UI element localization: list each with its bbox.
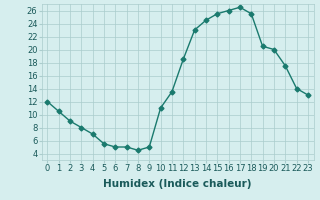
X-axis label: Humidex (Indice chaleur): Humidex (Indice chaleur) [103, 179, 252, 189]
